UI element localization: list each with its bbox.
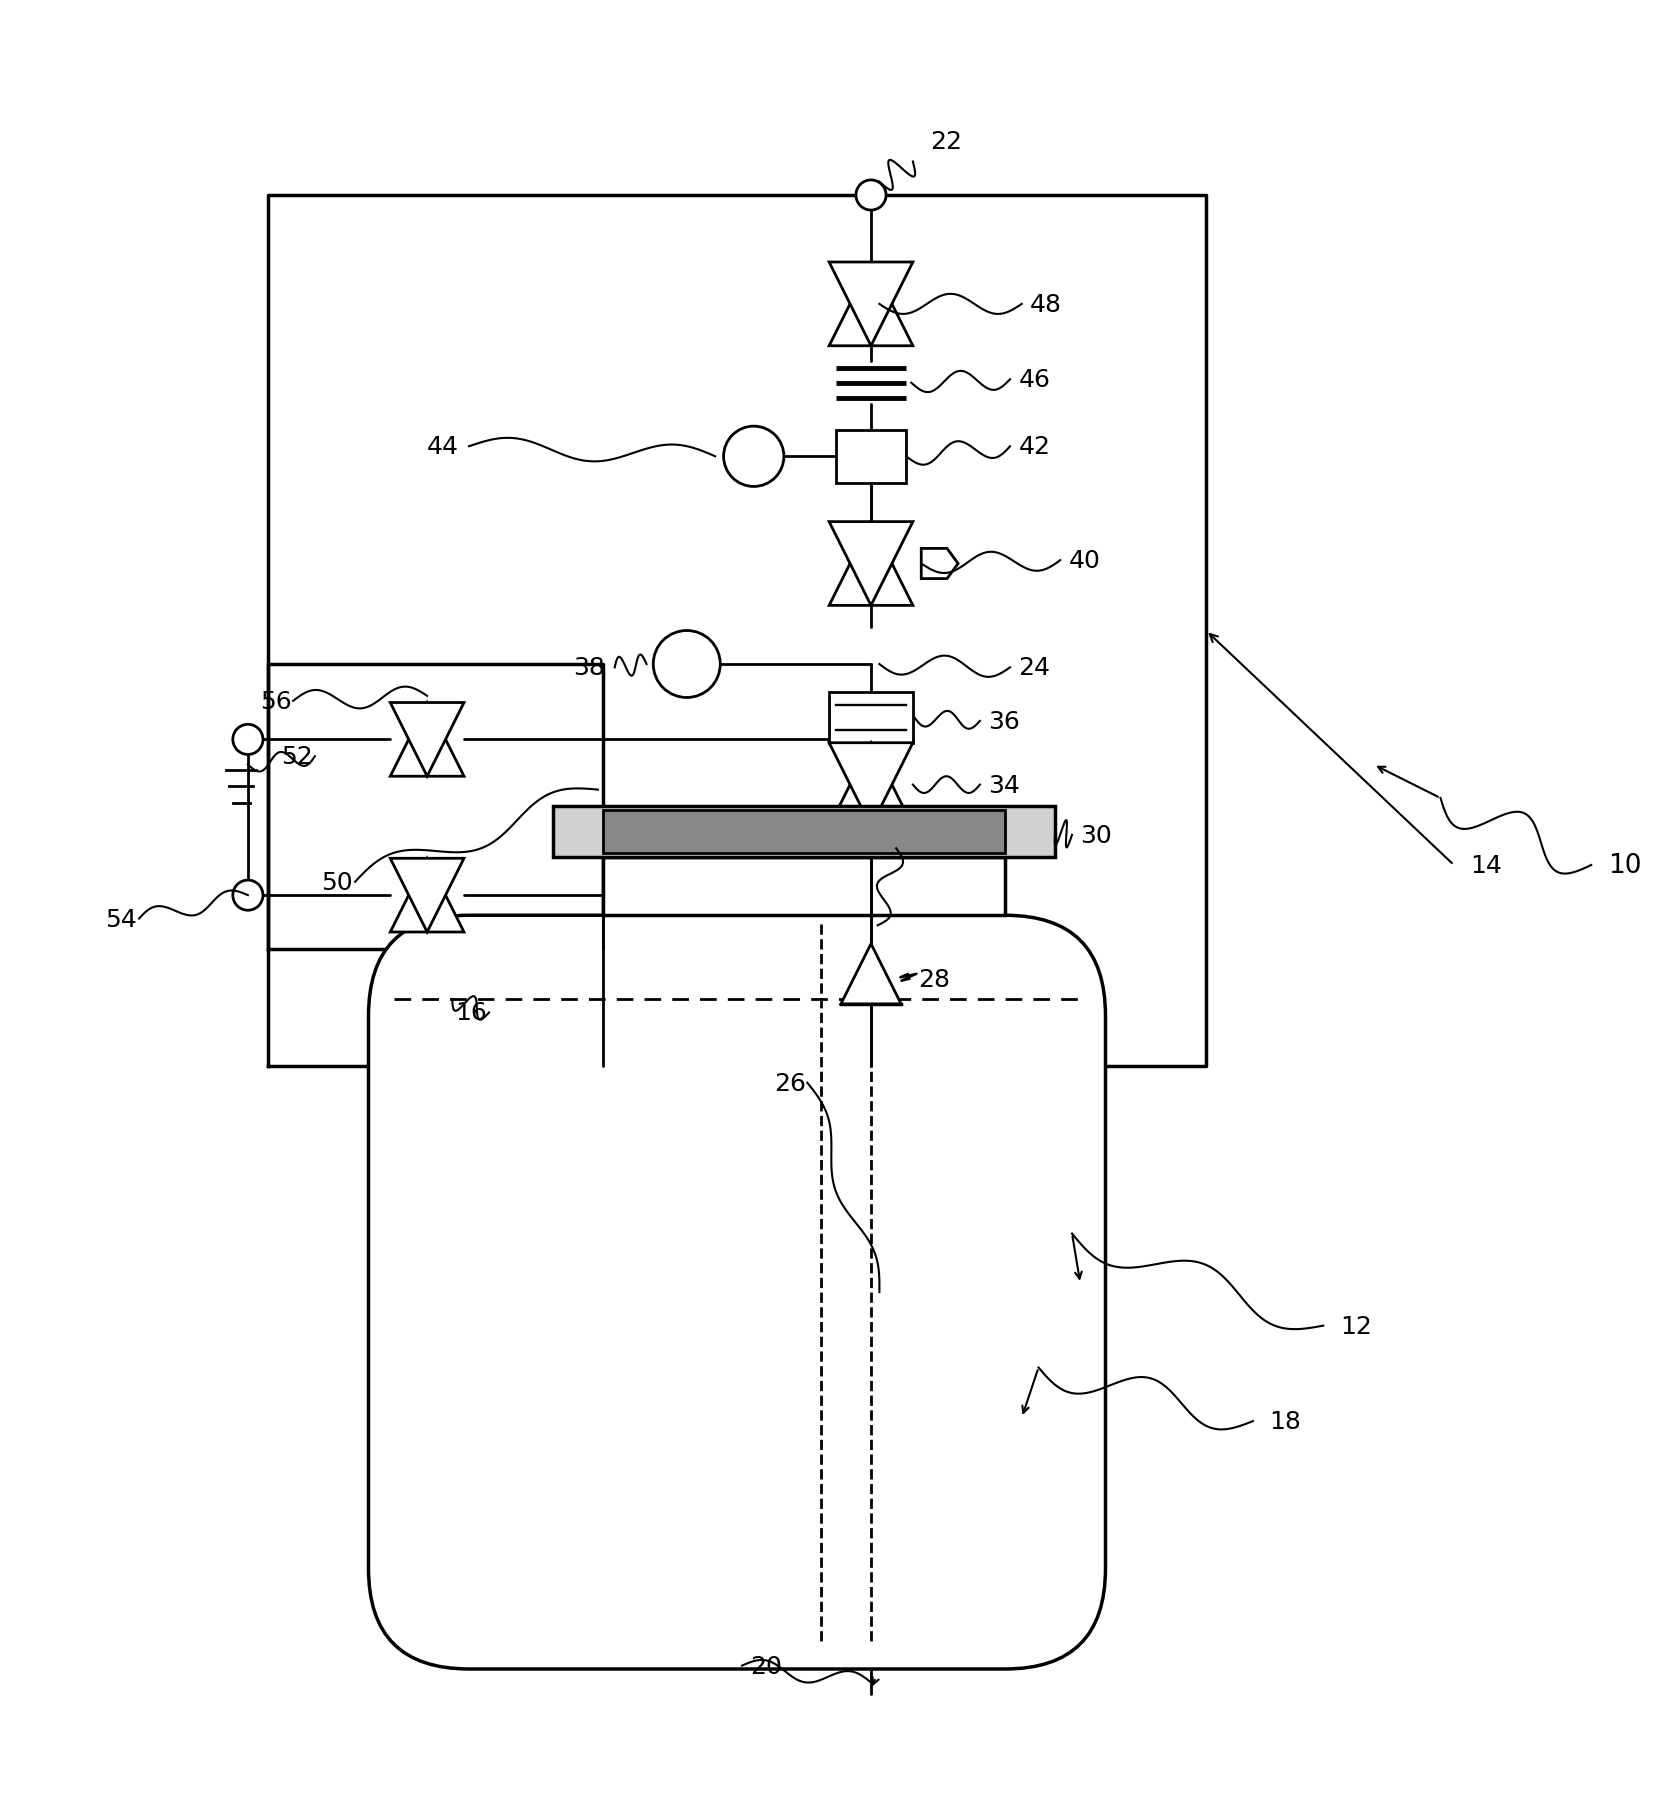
Polygon shape: [390, 703, 464, 777]
Bar: [603, 858, 1005, 915]
Text: 40: 40: [1069, 548, 1100, 574]
Text: 52: 52: [281, 744, 313, 770]
Polygon shape: [390, 703, 464, 777]
Text: 16: 16: [456, 1001, 487, 1025]
Text: 32: 32: [905, 836, 936, 861]
Polygon shape: [841, 944, 901, 1005]
Circle shape: [724, 426, 784, 487]
Text: 50: 50: [322, 870, 353, 894]
Polygon shape: [390, 859, 464, 933]
Text: 36: 36: [988, 710, 1020, 734]
Text: 34: 34: [988, 773, 1020, 797]
Polygon shape: [829, 523, 913, 606]
Text: 26: 26: [774, 1072, 806, 1095]
Text: 24: 24: [1018, 656, 1050, 680]
Polygon shape: [829, 743, 913, 827]
Bar: [603, 811, 1005, 854]
Text: 38: 38: [573, 656, 605, 680]
Text: 48: 48: [1030, 293, 1062, 316]
Polygon shape: [829, 743, 913, 827]
FancyBboxPatch shape: [368, 915, 1106, 1669]
Text: 10: 10: [1608, 852, 1642, 879]
Text: 14: 14: [1471, 854, 1502, 877]
Circle shape: [856, 182, 886, 210]
Bar: [553, 807, 1055, 858]
Text: 56: 56: [260, 689, 291, 714]
Bar: [836, 430, 906, 484]
Text: 54: 54: [106, 908, 137, 931]
Polygon shape: [390, 859, 464, 933]
Circle shape: [653, 631, 720, 698]
Text: 46: 46: [1018, 369, 1050, 392]
Text: 12: 12: [1340, 1314, 1372, 1338]
Text: 30: 30: [1080, 823, 1112, 847]
Polygon shape: [829, 263, 913, 347]
Circle shape: [233, 881, 263, 912]
Polygon shape: [829, 523, 913, 606]
Text: 20: 20: [750, 1654, 782, 1678]
Text: 22: 22: [930, 129, 961, 155]
Text: 42: 42: [1018, 435, 1050, 458]
Bar: [829, 692, 913, 743]
Text: 28: 28: [918, 967, 950, 991]
Text: 18: 18: [1270, 1410, 1301, 1433]
Polygon shape: [829, 263, 913, 347]
Circle shape: [233, 725, 263, 755]
Polygon shape: [921, 548, 958, 579]
Text: 44: 44: [427, 435, 459, 458]
